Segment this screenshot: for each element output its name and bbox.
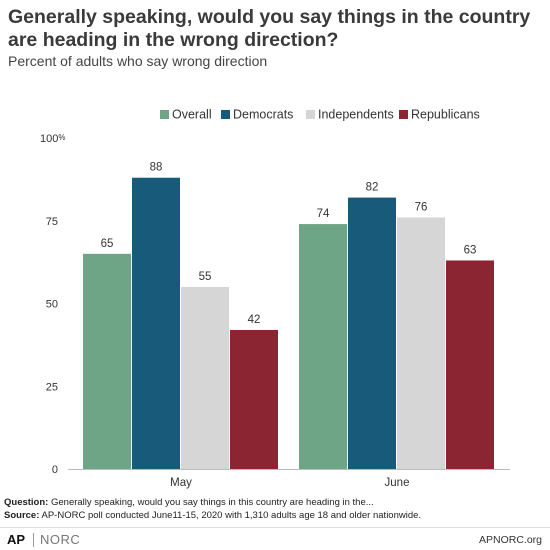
data-label: 63 [464, 244, 477, 256]
source-label: Source: [4, 510, 40, 521]
chart-title: Generally speaking, would you say things… [8, 6, 531, 51]
plot-area: 65 74 88 82 55 76 42 63 [83, 162, 494, 469]
data-label: 42 [248, 314, 261, 326]
bar-overall-may [83, 253, 131, 469]
legend-swatch-independents [306, 110, 315, 119]
data-label: 65 [101, 238, 114, 250]
bar-independents-may [181, 286, 229, 469]
x-tick-label: May [170, 477, 192, 489]
legend-swatch-overall [160, 110, 169, 119]
y-tick-label: 50 [46, 299, 58, 311]
question-text: Generally speaking, would you say things… [50, 497, 374, 508]
question-label: Question: [4, 497, 49, 508]
bar-independents-june [397, 217, 445, 469]
y-tick-label: 75 [46, 216, 58, 228]
y-tick-label: 25 [46, 381, 58, 393]
footer-source: Source: AP-NORC poll conducted June11-15… [4, 510, 421, 521]
footer-question: Question: Generally speaking, would you … [4, 497, 374, 508]
norc-logo: NORC [40, 532, 81, 547]
data-label: 76 [415, 201, 428, 213]
legend-swatch-democrats [221, 110, 230, 119]
legend-label-republicans: Republicans [411, 108, 480, 122]
y-tick-label: 0 [52, 464, 58, 476]
bar-overall-june [299, 224, 347, 469]
data-label: 82 [366, 182, 379, 194]
x-tick-label: June [385, 477, 410, 489]
y-axis: 0 25 50 75 100% [40, 133, 65, 476]
footer-divider [0, 527, 550, 528]
bar-chart: Overall Democrats Independents Republicans … [40, 108, 510, 489]
bar-democrats-may [132, 177, 180, 469]
data-label: 88 [150, 162, 163, 174]
site-link[interactable]: APNORC.org [478, 534, 542, 546]
y-tick-label: 100% [40, 133, 65, 145]
bar-democrats-june [348, 197, 396, 469]
legend-label-democrats: Democrats [233, 108, 293, 122]
bar-republicans-may [230, 329, 278, 469]
chart-subtitle: Percent of adults who say wrong directio… [8, 53, 268, 69]
legend: Overall Democrats Independents Republicans [160, 108, 480, 122]
ap-logo: AP [7, 532, 26, 547]
logo-separator [33, 533, 34, 547]
legend-label-overall: Overall [172, 108, 212, 122]
bar-republicans-june [446, 260, 494, 469]
data-label: 74 [317, 208, 330, 220]
legend-swatch-republicans [399, 110, 408, 119]
data-label: 55 [199, 271, 212, 283]
source-text: AP-NORC poll conducted June11-15, 2020 w… [41, 510, 422, 521]
x-axis: May June [68, 469, 510, 489]
legend-label-independents: Independents [318, 108, 394, 122]
